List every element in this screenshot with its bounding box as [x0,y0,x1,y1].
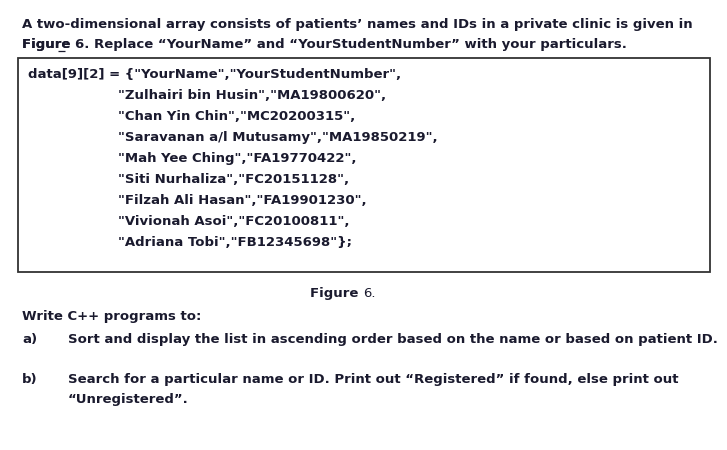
Text: "Zulhairi bin Husin","MA19800620",: "Zulhairi bin Husin","MA19800620", [118,89,386,102]
Bar [18,58,710,272]
Text: “Unregistered”.: “Unregistered”. [68,393,189,406]
Text: "Mah Yee Ching","FA19770422",: "Mah Yee Ching","FA19770422", [118,152,356,165]
Text: "Saravanan a/l Mutusamy","MA19850219",: "Saravanan a/l Mutusamy","MA19850219", [118,131,438,144]
Text: Figure: Figure [22,38,75,51]
Text: "Vivionah Asoi","FC20100811",: "Vivionah Asoi","FC20100811", [118,215,350,228]
Text: 6.: 6. [364,287,376,300]
Text: b): b) [22,373,38,386]
Text: A two-dimensional array consists of patients’ names and IDs in a private clinic : A two-dimensional array consists of pati… [22,18,693,31]
Text: Write C++ programs to:: Write C++ programs to: [22,310,201,323]
Text: Figure: Figure [310,287,364,300]
Text: "Chan Yin Chin","MC20200315",: "Chan Yin Chin","MC20200315", [118,110,356,123]
Text: Search for a particular name or ID. Print out “Registered” if found, else print : Search for a particular name or ID. Prin… [68,373,678,386]
Text: data[9][2] = {"YourName","YourStudentNumber",: data[9][2] = {"YourName","YourStudentNum… [28,68,401,81]
Text: Figure 6. Replace “YourName” and “YourStudentNumber” with your particulars.: Figure 6. Replace “YourName” and “YourSt… [22,38,627,51]
Text: "Siti Nurhaliza","FC20151128",: "Siti Nurhaliza","FC20151128", [118,173,349,186]
Text: "Adriana Tobi","FB12345698"};: "Adriana Tobi","FB12345698"}; [118,236,352,249]
Text: "Filzah Ali Hasan","FA19901230",: "Filzah Ali Hasan","FA19901230", [118,194,366,207]
Text: Sort and display the list in ascending order based on the name or based on patie: Sort and display the list in ascending o… [68,333,718,346]
Text: a): a) [22,333,37,346]
